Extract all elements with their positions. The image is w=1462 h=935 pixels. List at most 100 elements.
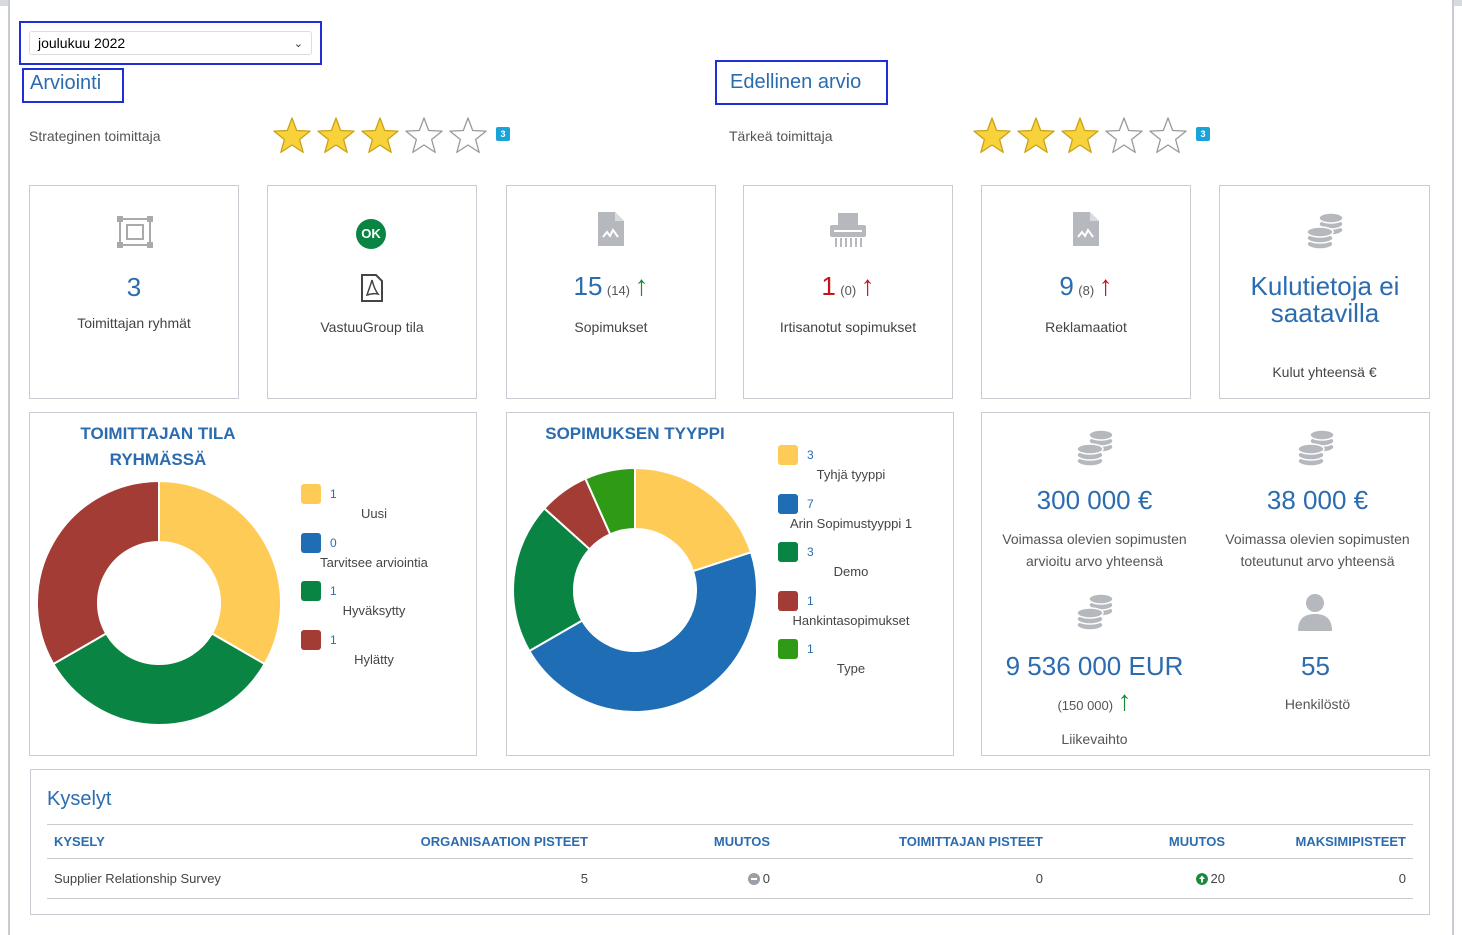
arrow-up-icon: ↑ [634, 270, 649, 301]
star-filled-icon [317, 117, 355, 154]
supplier-points: 0 [777, 858, 1050, 899]
arrow-up-icon: ↑ [1098, 270, 1113, 301]
donut-slice-tyhj-tyyppi[interactable] [634, 466, 753, 573]
arrow-up-icon: ↑ [1117, 685, 1132, 716]
coins-icon [1076, 593, 1114, 631]
spend-card[interactable]: Kulutietoja ei saatavilla Kulut yhteensä… [1219, 185, 1430, 399]
contract-value-card: 300 000 € Voimassa olevien sopimusten ar… [981, 412, 1430, 756]
estimated-value-label: Voimassa olevien sopimusten arvioitu arv… [1002, 531, 1187, 569]
pdf-file-icon [361, 274, 383, 302]
spend-label: Kulut yhteensä € [1272, 364, 1377, 380]
legend-swatch[interactable] [301, 484, 321, 504]
donut-slice-type[interactable] [584, 466, 636, 536]
legend-value: 1 [807, 593, 814, 608]
legend-swatch[interactable] [301, 581, 321, 601]
previous-rating-badge: 3 [1196, 127, 1210, 141]
staff-label: Henkilöstö [1284, 696, 1351, 712]
legend-label[interactable]: Type [836, 661, 866, 676]
chart-title: TOIMITTAJAN TILA RYHMÄSSÄ [80, 424, 236, 469]
survey-name[interactable]: Supplier Relationship Survey [47, 858, 377, 899]
coins-icon [1076, 429, 1114, 467]
complaints-card[interactable]: 9 (8) ↑ Reklamaatiot [981, 185, 1191, 399]
period-select-highlight: joulukuu 2022 ⌄ [19, 21, 322, 65]
period-select[interactable]: joulukuu 2022 ⌄ [29, 31, 312, 55]
rating-heading[interactable]: Arviointi [22, 68, 124, 103]
vastuugroup-label: VastuuGroup tila [320, 319, 424, 335]
donut-slice-demo[interactable] [512, 506, 592, 653]
star-empty-icon [1149, 117, 1187, 154]
legend-value: 1 [807, 642, 814, 656]
legend-label[interactable]: Tarvitsee arviointia [320, 554, 428, 570]
terminated-contracts-card[interactable]: 1 (0) ↑ Irtisanotut sopimukset [743, 185, 953, 399]
legend-label[interactable]: Hylätty [354, 651, 394, 667]
coins-icon [1297, 429, 1335, 467]
revenue-previous: (150 000) [1057, 698, 1114, 713]
revenue-label: Liikevaihto [1061, 731, 1128, 747]
legend-value: 1 [330, 632, 337, 647]
star-filled-icon [973, 117, 1011, 154]
legend-value: 7 [807, 496, 814, 511]
legend-swatch[interactable] [301, 532, 321, 553]
revenue-value: 9 536 000 EUR [1005, 651, 1184, 681]
vastuugroup-card[interactable]: OK VastuuGroup tila [267, 185, 477, 399]
col-supplier-points[interactable]: TOIMITTAJAN PISTEET [777, 824, 1050, 859]
rating-badge: 3 [496, 127, 510, 141]
terminated-previous: (0) [840, 283, 857, 298]
groups-count: 3 [126, 272, 142, 302]
contract-type-chart-card: SOPIMUKSEN TYYPPI 3 Tyhjä tyyppi 7 Arin Sop… [506, 412, 954, 756]
complaints-count: 9 [1059, 271, 1074, 301]
donut-slice-arin-sopimustyyppi-1[interactable] [527, 551, 758, 713]
previous-rating-heading[interactable]: Edellinen arvio [715, 60, 888, 105]
spend-value: Kulutietoja ei saatavilla [1250, 271, 1400, 328]
table-row[interactable]: Supplier Relationship Survey 5 0 0 20 0 [47, 858, 1413, 899]
legend-label[interactable]: Tyhjä tyyppi [816, 467, 886, 482]
shredder-icon [830, 213, 866, 247]
supplier-groups-card[interactable]: 3 Toimittajan ryhmät [29, 185, 239, 399]
contract-document-icon [598, 212, 624, 246]
col-org-points[interactable]: ORGANISAATION PISTEET [377, 824, 595, 859]
staff-value: 55 [1301, 651, 1330, 681]
star-empty-icon [405, 117, 443, 154]
groups-icon [117, 216, 153, 248]
star-filled-icon [1061, 117, 1099, 154]
legend-swatch[interactable] [778, 493, 798, 514]
donut-slice-hyl-tty[interactable] [36, 479, 160, 666]
legend-swatch[interactable] [778, 639, 798, 659]
legend-value: 1 [330, 487, 337, 501]
max-points: 0 [1232, 858, 1413, 899]
no-change-icon [747, 873, 760, 885]
col-max-points[interactable]: MAKSIMIPISTEET [1232, 824, 1413, 859]
legend-value: 1 [330, 584, 337, 598]
contracts-card[interactable]: 15 (14) ↑ Sopimukset [506, 185, 716, 399]
legend-value: 0 [330, 535, 337, 550]
previous-rating-label: Tärkeä toimittaja [729, 128, 833, 144]
legend-label[interactable]: Demo [833, 564, 869, 579]
legend-label[interactable]: Uusi [360, 506, 387, 521]
col-org-change[interactable]: MUUTOS [595, 824, 777, 859]
col-supplier-change[interactable]: MUUTOS [1050, 824, 1232, 859]
legend-swatch[interactable] [778, 445, 798, 465]
rating-label: Strateginen toimittaja [29, 128, 161, 144]
legend-label[interactable]: Hankintasopimukset [792, 612, 910, 628]
complaint-document-icon [1073, 212, 1099, 246]
chevron-down-icon: ⌄ [293, 37, 303, 50]
legend-value: 3 [807, 448, 814, 462]
legend-swatch[interactable] [301, 629, 321, 650]
supplier-status-chart-card: TOIMITTAJAN TILA RYHMÄSSÄ 1 Uusi 0 Tarvitse… [29, 412, 477, 756]
complaints-previous: (8) [1078, 283, 1095, 298]
contracts-count: 15 [573, 271, 603, 301]
legend-label[interactable]: Hyväksytty [342, 603, 406, 618]
donut-slice-uusi[interactable] [158, 479, 282, 666]
contract-type-donut [512, 466, 758, 713]
legend-label[interactable]: Arin Sopimustyyppi 1 [789, 515, 913, 531]
realized-value: 38 000 € [1266, 485, 1369, 515]
person-icon [1298, 594, 1332, 631]
col-survey[interactable]: KYSELY [47, 824, 377, 859]
star-filled-icon [361, 117, 399, 154]
chart-title: SOPIMUKSEN TYYPPI [545, 424, 725, 443]
legend-swatch[interactable] [778, 590, 798, 611]
period-select-value: joulukuu 2022 [38, 35, 126, 51]
legend-swatch[interactable] [778, 542, 798, 562]
donut-slice-hyv-ksytty[interactable] [51, 632, 267, 726]
legend-value: 3 [807, 545, 814, 559]
